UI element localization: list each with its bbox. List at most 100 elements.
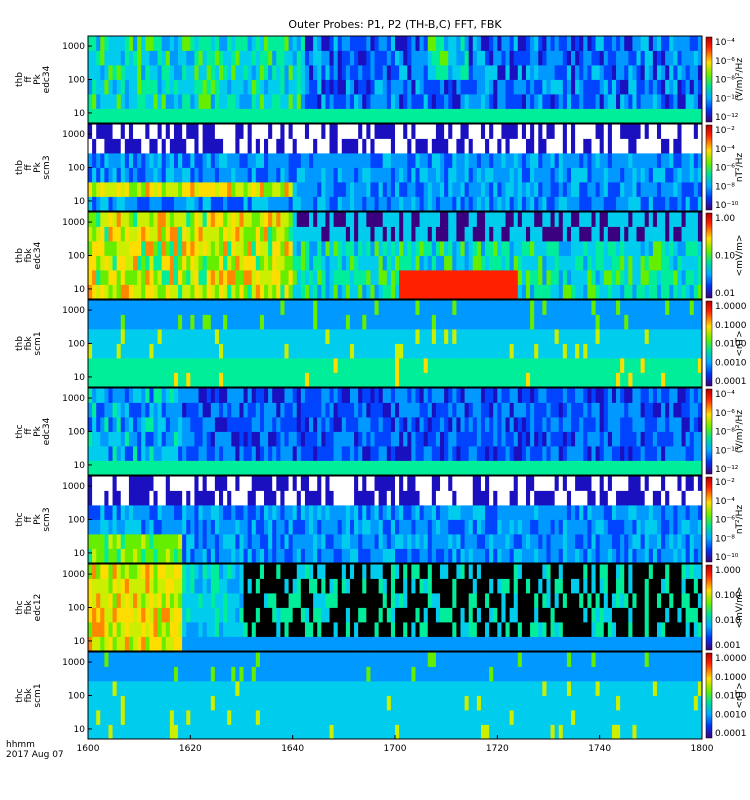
heatmap-cell [112,50,118,66]
heatmap-cell [399,460,404,476]
heatmap-cell [607,255,613,271]
heatmap-cell [378,124,384,139]
heatmap-cell [603,108,609,124]
heatmap-cell [685,417,691,432]
heatmap-cell [206,255,212,271]
heatmap-cell [112,300,118,315]
heatmap-cell [415,212,420,227]
heatmap-cell [128,255,134,271]
heatmap-cell [427,358,433,373]
heatmap-cell [452,124,457,139]
heatmap-cell [505,284,511,300]
heatmap-cell [505,94,511,109]
heatmap-cell [292,548,298,564]
heatmap-cell [395,153,400,168]
heatmap-cell [133,548,138,564]
heatmap-cell [509,460,515,476]
heatmap-cell [259,548,265,564]
heatmap-cell [161,446,167,461]
heatmap-cell [362,358,367,373]
heatmap-cell [366,241,371,256]
heatmap-cell [644,79,650,95]
heatmap-cell [554,460,560,476]
heatmap-cell [693,417,699,432]
heatmap-cell [276,534,281,549]
heatmap-cell [173,476,179,491]
heatmap-cell [116,153,122,168]
heatmap-cell [231,358,236,373]
heatmap-cell [599,94,605,109]
heatmap-cell [517,138,523,154]
heatmap-cell [554,388,560,403]
heatmap-cell [480,417,486,432]
heatmap-cell [513,241,519,256]
heatmap-cell [517,372,523,388]
heatmap-cell [329,519,334,535]
heatmap-cell [141,94,146,109]
heatmap-cell [182,417,187,432]
heatmap-cell [558,284,564,300]
heatmap-cell [685,255,691,271]
y-tick-label: 1000 [62,218,85,228]
heatmap-cell [112,505,118,520]
heatmap-cell [198,548,204,564]
heatmap-cell [186,94,191,109]
heatmap-cell [349,79,355,95]
heatmap-cell [218,65,224,80]
heatmap-cell [141,358,146,373]
heatmap-cell [337,65,343,80]
heatmap-cell [247,431,253,447]
heatmap-cell [395,36,400,51]
heatmap-cell [284,36,289,51]
heatmap-cell [251,446,257,461]
heatmap-cell [411,153,416,168]
heatmap-cell [370,446,375,461]
heatmap-cell [190,476,195,491]
heatmap-cell [427,241,433,256]
heatmap-cell [354,270,359,285]
heatmap-cell [108,534,113,549]
heatmap-cell [440,417,445,432]
heatmap-cell [624,431,629,447]
heatmap-cell [354,36,359,51]
heatmap-cell [288,460,294,476]
heatmap-cell [550,65,556,80]
heatmap-cell [354,343,359,359]
heatmap-cell [489,36,494,51]
heatmap-cell [349,284,355,300]
heatmap-cell [497,402,502,418]
heatmap-cell [693,388,699,403]
heatmap-cell [133,50,138,66]
heatmap-cell [309,476,314,491]
heatmap-cell [370,300,375,315]
heatmap-cell [194,241,199,256]
heatmap-cell [607,212,613,227]
heatmap-cell [509,182,515,197]
heatmap-cell [186,284,191,300]
heatmap-cell [558,153,564,168]
heatmap-cell [550,431,556,447]
heatmap-cell [202,36,208,51]
heatmap-cell [173,138,179,154]
heatmap-cell [284,314,289,330]
heatmap-cell [120,548,126,564]
heatmap-cell [304,284,310,300]
heatmap-cell [652,372,658,388]
heatmap-cell [579,226,584,242]
heatmap-cell [611,388,617,403]
heatmap-cell [112,124,118,139]
heatmap-cell [468,329,474,344]
heatmap-cell [329,372,334,388]
heatmap-cell [525,50,531,66]
heatmap-cell [390,314,396,330]
heatmap-cell [620,446,625,461]
heatmap-cell [104,270,109,285]
heatmap-cell [304,108,310,124]
heatmap-cell [407,79,412,95]
heatmap-cell [440,79,445,95]
heatmap-cell [173,182,179,197]
heatmap-cell [517,226,523,242]
heatmap-cell [591,124,596,139]
heatmap-cell [202,534,208,549]
heatmap-cell [575,417,580,432]
